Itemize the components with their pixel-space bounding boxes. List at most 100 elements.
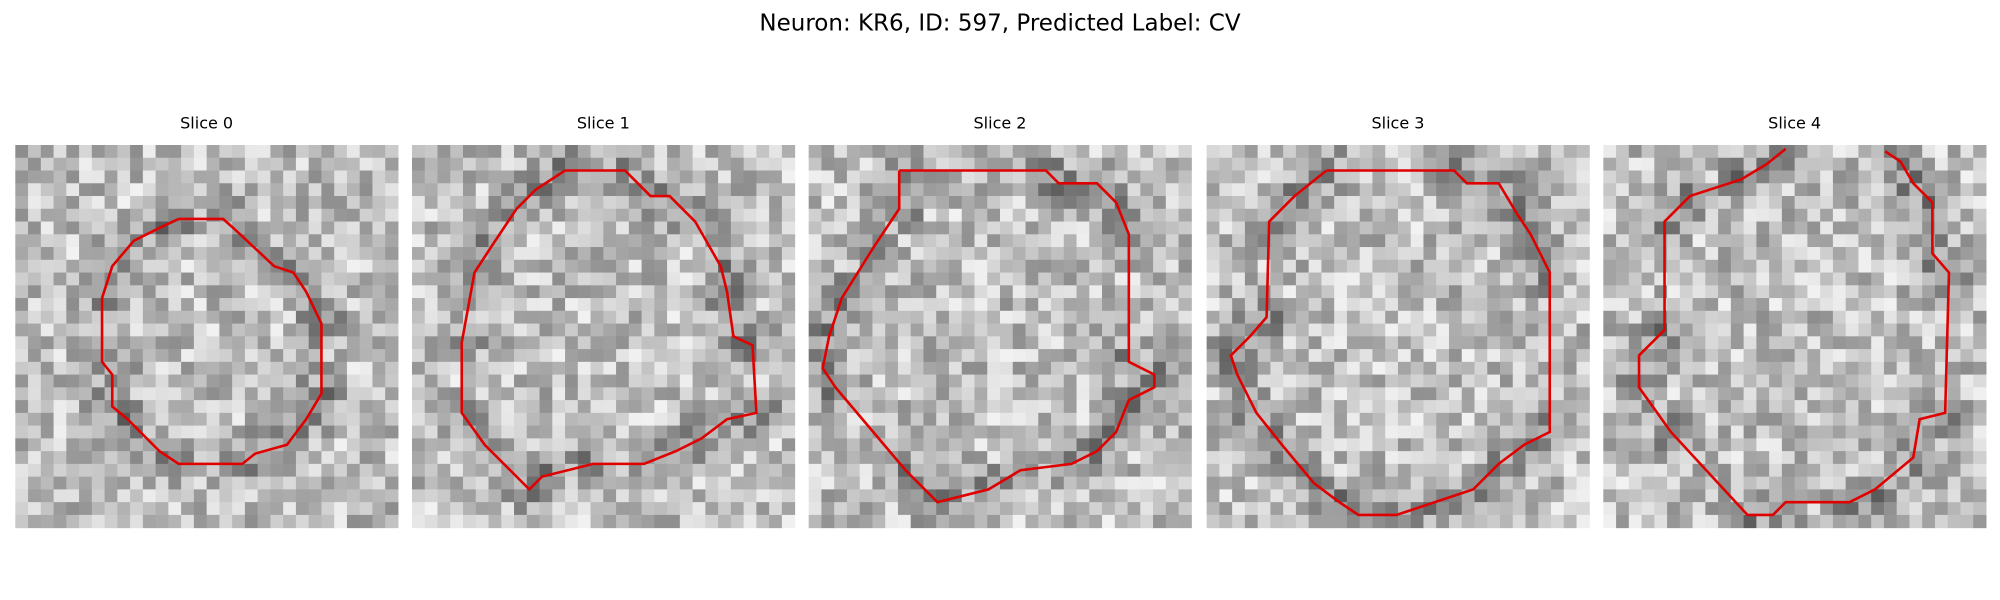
pixel	[1679, 502, 1694, 516]
image	[411, 145, 796, 529]
pixel	[1781, 208, 1796, 223]
pixel	[1973, 183, 1987, 197]
pixel	[1140, 476, 1154, 490]
pixel	[181, 387, 195, 401]
pixel	[1127, 502, 1141, 516]
pixel	[692, 247, 706, 261]
pixel	[526, 514, 541, 529]
pixel	[1038, 476, 1052, 490]
pixel	[936, 361, 950, 376]
pixel	[1436, 514, 1450, 529]
pixel	[1372, 336, 1386, 350]
pixel	[450, 183, 464, 197]
pixel	[1603, 412, 1617, 427]
pixel	[1679, 438, 1694, 452]
pixel	[781, 489, 796, 503]
pixel	[1114, 336, 1129, 350]
pixel	[40, 183, 55, 197]
pixel	[1730, 476, 1745, 490]
pixel	[1372, 425, 1386, 439]
pixel	[232, 145, 246, 159]
pixel	[1654, 514, 1668, 529]
pixel	[1628, 463, 1643, 478]
pixel	[1334, 196, 1348, 210]
pixel	[1346, 438, 1361, 452]
pixel	[923, 463, 937, 478]
pixel	[667, 157, 681, 172]
pixel	[1551, 400, 1565, 414]
pixel	[1781, 425, 1796, 439]
pixel	[1718, 502, 1732, 516]
pixel	[718, 323, 732, 337]
pixel	[781, 451, 796, 465]
pixel	[40, 221, 55, 235]
pixel	[974, 438, 988, 452]
pixel	[539, 259, 553, 274]
pixel	[28, 196, 42, 210]
pixel	[501, 502, 515, 516]
pixel	[1616, 310, 1630, 325]
pixel	[1730, 272, 1745, 286]
pixel	[1973, 272, 1987, 286]
pixel	[181, 157, 195, 172]
pixel	[1487, 374, 1501, 388]
pixel	[1909, 463, 1923, 478]
pixel	[514, 336, 528, 350]
pixel	[897, 323, 912, 337]
pixel	[40, 323, 55, 337]
pixel	[257, 412, 271, 427]
pixel	[1692, 298, 1706, 312]
pixel	[53, 208, 67, 223]
pixel	[1000, 514, 1014, 529]
pixel	[1153, 361, 1167, 376]
pixel	[295, 476, 310, 490]
pixel	[1858, 208, 1872, 223]
pixel	[514, 247, 528, 261]
pixel	[1960, 310, 1974, 325]
pixel	[79, 259, 93, 274]
pixel	[1654, 451, 1668, 465]
pixel	[66, 438, 80, 452]
pixel	[1487, 272, 1501, 286]
pixel	[501, 285, 515, 299]
pixel	[79, 502, 93, 516]
pixel	[1718, 387, 1732, 401]
pixel	[1308, 234, 1322, 248]
pixel	[1743, 298, 1757, 312]
pixel	[1883, 170, 1898, 184]
pixel	[718, 170, 732, 184]
pixel	[1127, 170, 1141, 184]
pixel	[1089, 196, 1103, 210]
image	[1603, 145, 1987, 529]
pixel	[1219, 463, 1233, 478]
pixel	[667, 387, 681, 401]
pixel	[1102, 361, 1116, 376]
pixel	[1270, 387, 1284, 401]
pixel	[1308, 425, 1322, 439]
pixel	[1436, 336, 1450, 350]
pixel	[1423, 323, 1437, 337]
pixel	[526, 438, 541, 452]
pixel	[1551, 514, 1565, 529]
pixel	[654, 183, 668, 197]
pixel	[1063, 272, 1078, 286]
pixel	[1641, 285, 1655, 299]
pixel	[1051, 310, 1065, 325]
pixel	[1538, 349, 1552, 363]
pixel	[1461, 502, 1475, 516]
pixel	[1858, 412, 1872, 427]
pixel	[1743, 259, 1757, 274]
pixel	[1232, 157, 1246, 172]
pixel	[168, 170, 182, 184]
pixel	[168, 221, 182, 235]
pixel	[1165, 298, 1180, 312]
pixel	[1563, 412, 1578, 427]
pixel	[1102, 170, 1116, 184]
pixel	[552, 310, 566, 325]
pixel	[475, 476, 490, 490]
pixel	[974, 310, 988, 325]
pixel	[705, 400, 719, 414]
pixel	[1359, 412, 1373, 427]
pixel	[1076, 400, 1090, 414]
pixel	[1038, 323, 1052, 337]
